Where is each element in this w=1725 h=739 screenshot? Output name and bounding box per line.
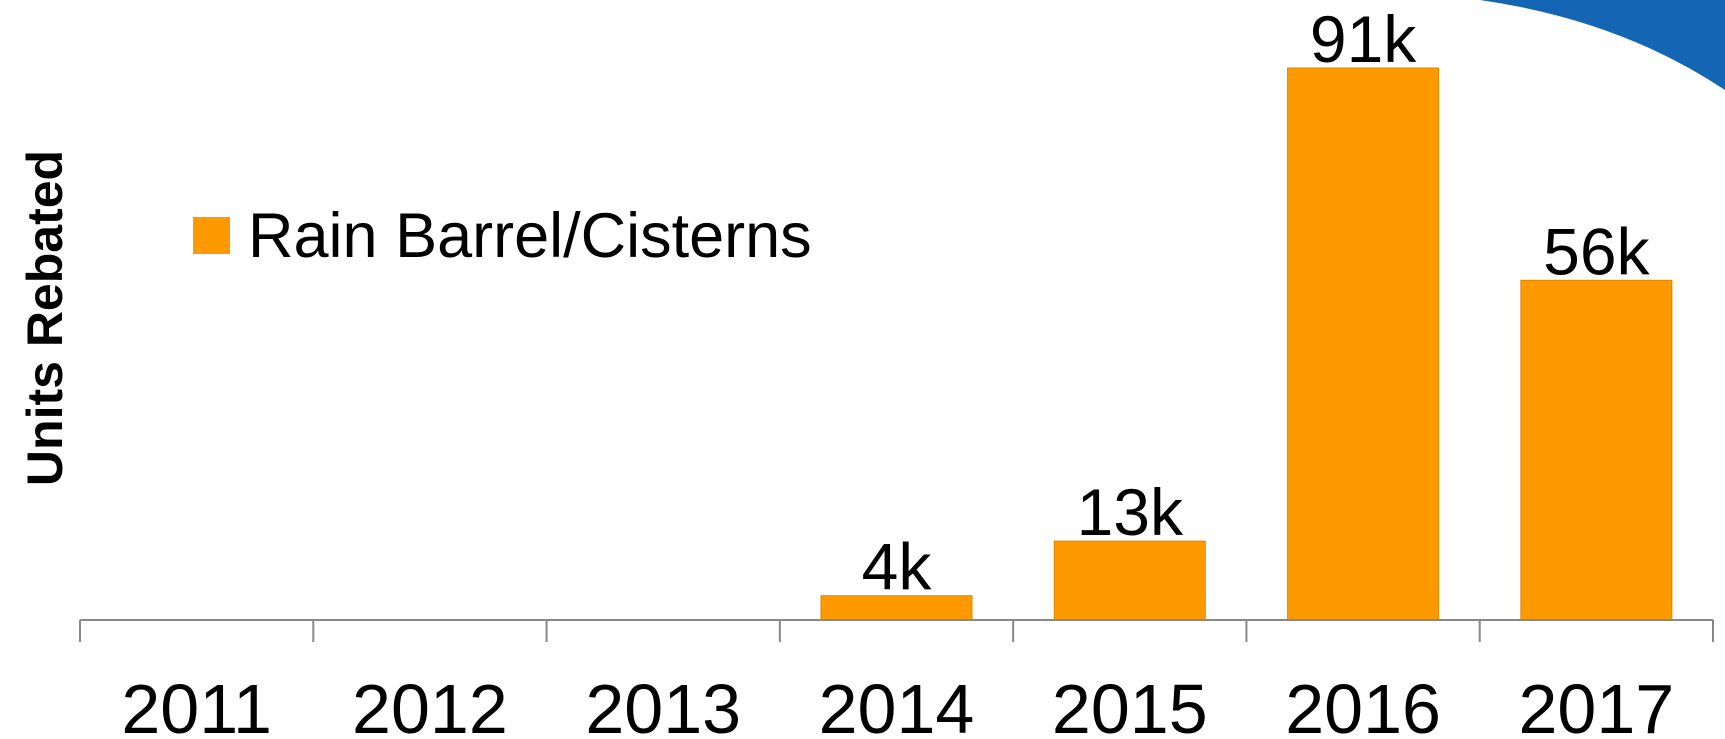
x-tick-label-2017: 2017 xyxy=(1518,670,1674,739)
x-tick-label-2011: 2011 xyxy=(121,670,272,739)
bars xyxy=(820,67,1673,621)
bar-value-label-2014: 4k xyxy=(862,530,933,604)
x-tick-labels: 2011 2012 2013 2014 2015 2016 2017 xyxy=(121,670,1674,739)
x-tick-label-2014: 2014 xyxy=(819,670,975,739)
bar-2014 xyxy=(820,595,973,621)
bar-2017 xyxy=(1520,279,1673,621)
bar-labels: 4k 13k 91k 56k xyxy=(862,2,1651,604)
bar-value-label-2015: 13k xyxy=(1077,475,1184,549)
x-tick-label-2012: 2012 xyxy=(352,670,508,739)
bar-2016 xyxy=(1287,67,1440,621)
legend-label: Rain Barrel/Cisterns xyxy=(248,201,812,271)
legend: Rain Barrel/Cisterns xyxy=(193,201,812,271)
x-tick-label-2015: 2015 xyxy=(1052,670,1208,739)
bar-2015 xyxy=(1053,540,1206,621)
legend-swatch xyxy=(193,217,230,254)
bar-value-label-2016: 91k xyxy=(1310,2,1417,76)
bar-value-label-2017: 56k xyxy=(1543,214,1650,288)
corner-decoration xyxy=(1480,0,1725,90)
x-tick-label-2016: 2016 xyxy=(1285,670,1441,739)
y-axis-label: Units Rebated xyxy=(17,150,73,486)
x-tick-label-2013: 2013 xyxy=(585,670,741,739)
x-ticks xyxy=(79,620,1714,642)
